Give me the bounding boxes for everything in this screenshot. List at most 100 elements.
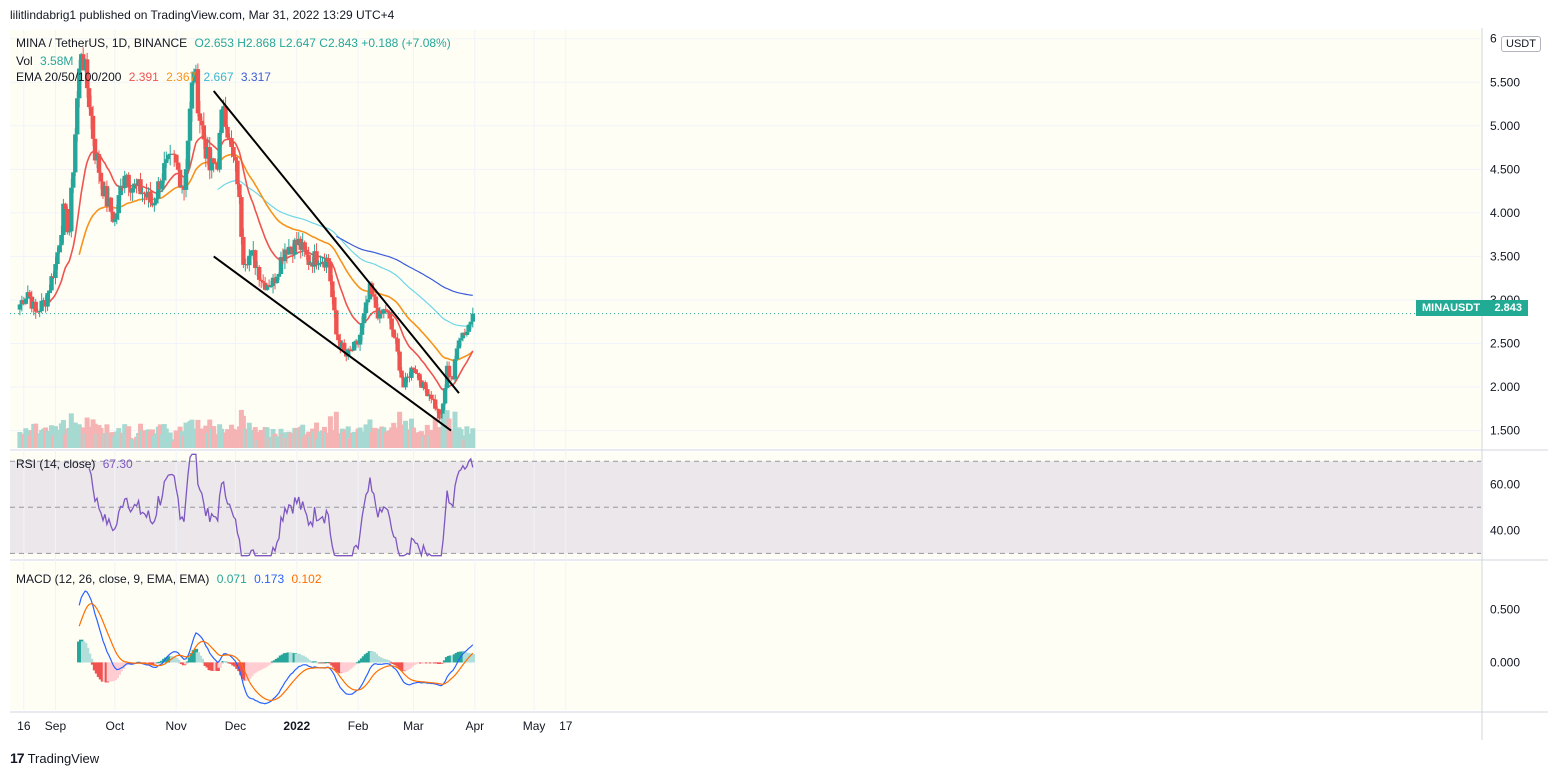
macd-histogram-bar [122,662,127,667]
x-tick-label: Feb [348,719,369,733]
x-tick-label: 16 [17,719,31,733]
candle-body [88,107,94,116]
candle-body [175,162,181,170]
candle-body [276,273,282,277]
volume-bar [252,427,258,448]
volume-bar [60,420,66,448]
ema20-value: 2.391 [128,70,159,84]
candle-body [177,169,183,188]
candle-body [286,246,292,255]
candle-body [171,153,177,155]
candle-body [328,261,333,282]
volume-bar [195,419,201,448]
volume-bar [345,426,351,448]
wedge-trendline [212,90,460,394]
macd-line [78,590,474,705]
volume-bar [470,428,476,448]
candle-body [183,169,189,190]
ema100-value: 2.667 [203,70,234,84]
candle-body [342,342,347,351]
candle-body [239,197,244,237]
last-price-symbol: MINAUSDT [1422,302,1481,314]
candle-body [108,197,114,212]
candle-body [452,359,458,380]
macd-label[interactable]: MACD (12, 26, close, 9, EMA, EMA) [16,572,210,586]
y-tick-label: 5.500 [1490,75,1520,89]
candle-body [314,251,319,265]
candle-body [71,172,76,188]
volume-bar [84,417,90,448]
macd-histogram-bar [310,661,315,663]
candle-body [77,68,82,99]
candle-body [189,82,195,109]
candle-body [39,300,44,312]
candle-body [191,71,197,83]
footer-brand[interactable]: 17 TradingView [10,750,99,766]
wedge-trendline [213,255,452,432]
rsi-label[interactable]: RSI (14, close) [16,457,96,471]
candle-body [415,373,420,375]
candle-body [436,409,442,419]
candle-body [65,209,70,233]
candle-body [217,132,222,170]
rsi-legend: RSI (14, close) 67.30 [16,457,137,471]
volume-bar [33,423,39,448]
x-tick-label: 17 [559,719,573,733]
symbol-legend: MINA / TetherUS, 1D, BINANCE O2.653 H2.8… [16,36,455,50]
macd-pane [10,562,1481,710]
volume-bar [452,411,458,448]
candle-body [423,382,428,390]
last-price-value: 2.843 [1494,302,1522,314]
candle-body [371,294,377,297]
macd-histogram-bar [266,662,272,665]
candle-body [334,310,339,335]
volume-bar [225,429,231,448]
macd-histogram-bar [355,662,361,664]
candle-body [264,284,270,290]
candle-body [17,304,23,310]
candle-body [304,249,309,255]
candle-body [35,311,40,313]
candle-body [49,276,54,291]
candle-body [389,318,394,330]
macd-histogram-bar [88,658,94,663]
price-pane [10,30,1481,448]
candle-body [229,138,234,148]
candle-body [162,163,167,181]
candle-body [318,263,323,265]
price-scale-unit-button[interactable]: USDT [1501,36,1541,52]
rsi-line [88,453,474,559]
symbol-title[interactable]: MINA / TetherUS, 1D, BINANCE [16,36,188,50]
candle-body [413,369,418,374]
candle-body [96,154,102,173]
macd-histogram-bar [268,662,274,664]
candle-body [302,242,307,250]
candle-body [306,254,311,265]
candle-body [63,203,68,210]
ema-label[interactable]: EMA 20/50/100/200 [16,70,122,84]
volume-bar [163,428,169,448]
macd-histogram-bar [219,662,224,664]
candle-body [98,172,104,182]
ema50-value: 2.367 [166,70,197,84]
candle-body [156,181,161,199]
candle-body [53,264,58,279]
candle-body [219,109,224,133]
rsi-value: 67.30 [102,457,133,471]
candle-body [468,321,474,325]
candle-body [130,188,135,193]
candle-body [138,179,143,195]
candle-body [61,203,66,235]
candle-body [464,331,470,335]
candle-body [132,183,137,189]
candle-body [69,187,74,232]
candle-body [456,340,462,349]
candle-body [37,311,42,313]
candle-body [173,154,179,163]
candle-body [454,348,460,360]
volume-label[interactable]: Vol [16,54,33,68]
candle-body [446,365,452,377]
candle-body [409,367,414,378]
candle-body [466,324,472,332]
